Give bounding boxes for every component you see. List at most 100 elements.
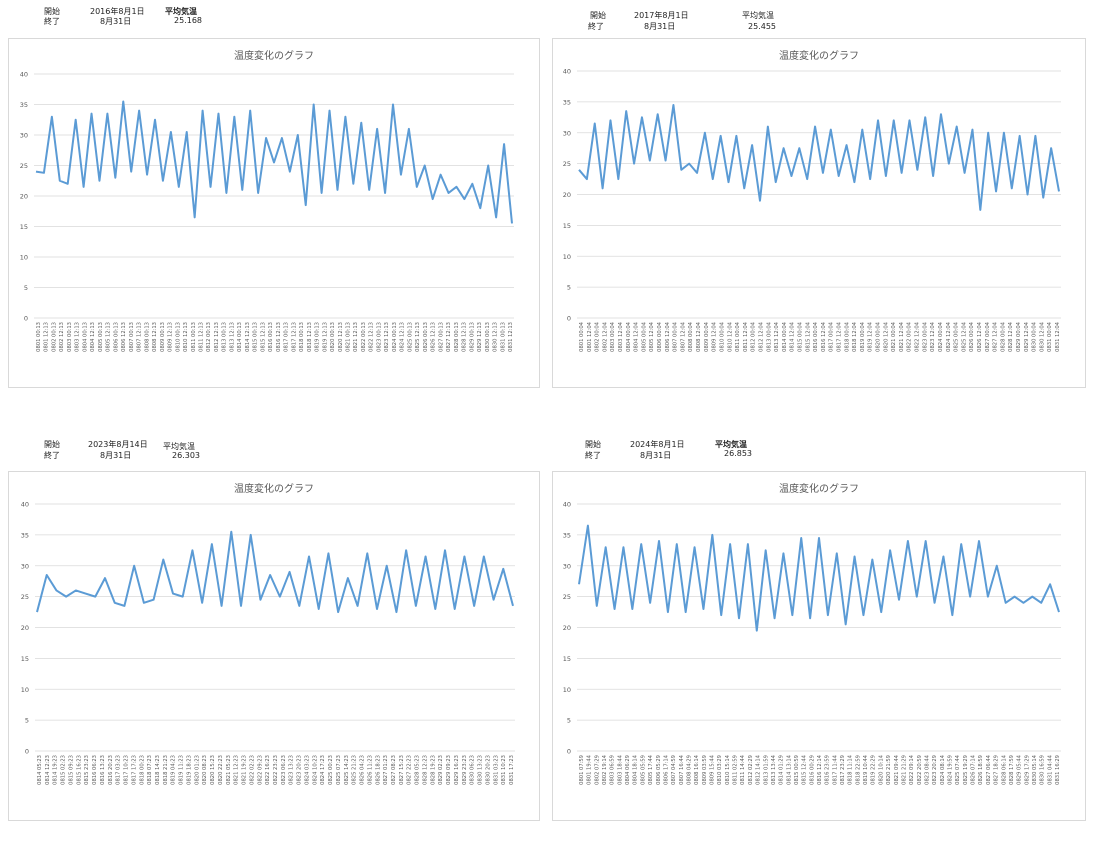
x-tick-label: 0815 12:04 — [805, 321, 811, 351]
x-tick-label: 0811 12:13 — [198, 322, 204, 352]
y-tick-label: 0 — [24, 315, 28, 323]
x-tick-label: 0820 00:04 — [876, 321, 882, 351]
x-tick-label: 0821 21:29 — [901, 755, 907, 785]
x-tick-label: 0820 15:23 — [210, 755, 216, 785]
x-tick-label: 0823 06:23 — [281, 755, 287, 785]
x-tick-label: 0811 00:04 — [735, 321, 741, 351]
x-tick-label: 0814 12:23 — [45, 755, 51, 785]
y-tick-label: 15 — [563, 222, 571, 230]
x-tick-label: 0825 19:29 — [963, 755, 969, 785]
x-tick-label: 0828 12:13 — [462, 322, 468, 352]
x-tick-label: 0816 00:04 — [813, 321, 819, 351]
chart-title: 温度変化のグラフ — [234, 51, 314, 62]
x-tick-label: 0818 00:13 — [299, 322, 305, 352]
x-tick-label: 0823 12:04 — [930, 321, 936, 351]
line-chart-svg: 0 5 10 15 20 25 30 35 40 0814 05:23 0814 12:23 0814… — [21, 501, 515, 785]
x-tick-label: 0830 13:23 — [478, 755, 484, 785]
x-tick-label: 0823 12:13 — [384, 322, 390, 352]
x-tick-label: 0803 06:59 — [610, 755, 616, 785]
y-tick-label: 40 — [21, 501, 29, 509]
x-tick-label: 0801 00:04 — [579, 321, 585, 351]
x-tick-label: 0830 12:04 — [1039, 321, 1045, 351]
x-tick-label: 0805 17:44 — [648, 754, 654, 784]
x-tick-label: 0819 11:23 — [179, 755, 185, 785]
x-tick-label: 0802 19:14 — [602, 754, 608, 784]
y-tick-label: 5 — [567, 284, 571, 292]
x-tick-label: 0804 12:04 — [634, 321, 640, 351]
x-tick-label: 0811 12:04 — [743, 321, 749, 351]
x-tick-label: 0804 00:04 — [626, 321, 632, 351]
x-tick-label: 0824 03:23 — [304, 755, 310, 785]
x-tick-label: 0813 12:13 — [229, 322, 235, 352]
y-tick-label: 30 — [563, 129, 571, 137]
x-tick-label: 0827 12:13 — [446, 322, 452, 352]
avg-value: 25.168 — [174, 16, 202, 25]
panel-1-header: 開始 2016年8月1日 平均気温 終了 8月31日 25.168 — [0, 0, 540, 36]
x-tick-label: 0823 20:29 — [932, 755, 938, 785]
x-tick-label: 0830 06:23 — [470, 755, 476, 785]
x-tick-label: 0806 12:13 — [121, 322, 127, 352]
y-tick-label: 35 — [563, 98, 571, 106]
x-tick-label: 0830 20:23 — [485, 755, 491, 785]
x-tick-label: 0816 20:23 — [108, 755, 114, 785]
avg-label: 平均気温 — [163, 442, 195, 451]
y-tick-label: 25 — [563, 160, 571, 168]
x-tick-label: 0822 12:13 — [369, 322, 375, 352]
y-tick-label: 30 — [20, 132, 28, 140]
x-tick-label: 0810 00:04 — [719, 321, 725, 351]
x-tick-label: 0810 03:29 — [717, 755, 723, 785]
x-tick-label: 0818 12:13 — [307, 322, 313, 352]
chart-title: 温度変化のグラフ — [779, 484, 859, 495]
x-tick-label: 0807 00:04 — [673, 321, 679, 351]
x-tick-label: 0813 01:59 — [763, 755, 769, 785]
x-tick-label: 0805 05:59 — [640, 755, 646, 785]
x-tick-label: 0818 12:04 — [852, 321, 858, 351]
x-tick-label: 0817 11:44 — [832, 754, 838, 784]
y-tick-label: 15 — [563, 655, 571, 663]
x-tick-label: 0807 00:13 — [129, 322, 135, 352]
x-tick-label: 0831 03:23 — [493, 755, 499, 785]
x-tick-label: 0820 01:23 — [194, 755, 200, 785]
end-date: 8月31日 — [100, 451, 132, 460]
x-tick-label: 0819 10:44 — [863, 754, 869, 784]
x-tick-label: 0824 10:23 — [312, 755, 318, 785]
avg-value: 25.455 — [748, 22, 776, 31]
start-date: 2017年8月1日 — [634, 11, 689, 20]
x-tick-label: 0828 12:23 — [422, 755, 428, 785]
x-tick-label: 0807 04:59 — [671, 755, 677, 785]
x-tick-label: 0831 00:04 — [1047, 321, 1053, 351]
y-tick-label: 5 — [24, 284, 28, 292]
end-label: 終了 — [588, 22, 604, 31]
x-tick-label: 0830 05:14 — [1032, 754, 1038, 784]
x-tick-label: 0826 11:23 — [367, 755, 373, 785]
x-tick-label: 0804 00:13 — [82, 322, 88, 352]
x-tick-label: 0819 00:04 — [860, 321, 866, 351]
x-tick-label: 0827 22:23 — [407, 755, 413, 785]
x-tick-label: 0828 05:23 — [415, 755, 421, 785]
x-tick-label: 0826 07:14 — [971, 754, 977, 784]
x-tick-label: 0821 05:23 — [226, 755, 232, 785]
x-tick-label: 0827 00:04 — [985, 321, 991, 351]
x-tick-label: 0831 04:44 — [1047, 754, 1053, 784]
x-tick-label: 0827 00:13 — [438, 322, 444, 352]
x-tick-label: 0821 00:04 — [891, 321, 897, 351]
x-tick-label: 0814 13:14 — [786, 754, 792, 784]
x-tick-label: 0821 19:23 — [242, 755, 248, 785]
x-tick-label: 0815 12:44 — [802, 754, 808, 784]
x-tick-label: 0827 06:44 — [986, 754, 992, 784]
panel-3-header: 開始 2023年8月14日 平均気温 終了 8月31日 26.303 — [0, 436, 540, 472]
x-tick-label: 0818 00:23 — [139, 755, 145, 785]
x-tick-label: 0820 00:13 — [330, 322, 336, 352]
panel-2-header: 開始 2017年8月1日 平均気温 終了 8月31日 25.455 — [550, 0, 1090, 36]
x-tick-label: 0820 21:59 — [886, 755, 892, 785]
x-tick-label: 0806 17:14 — [663, 754, 669, 784]
x-tick-label: 0806 05:29 — [656, 755, 662, 785]
x-tick-label: 0805 00:04 — [641, 321, 647, 351]
x-tick-label: 0826 00:04 — [969, 321, 975, 351]
x-tick-label: 0823 00:13 — [376, 322, 382, 352]
x-tick-label: 0828 00:13 — [454, 322, 460, 352]
x-tick-label: 0814 19:23 — [53, 755, 59, 785]
y-tick-label: 40 — [20, 71, 28, 79]
